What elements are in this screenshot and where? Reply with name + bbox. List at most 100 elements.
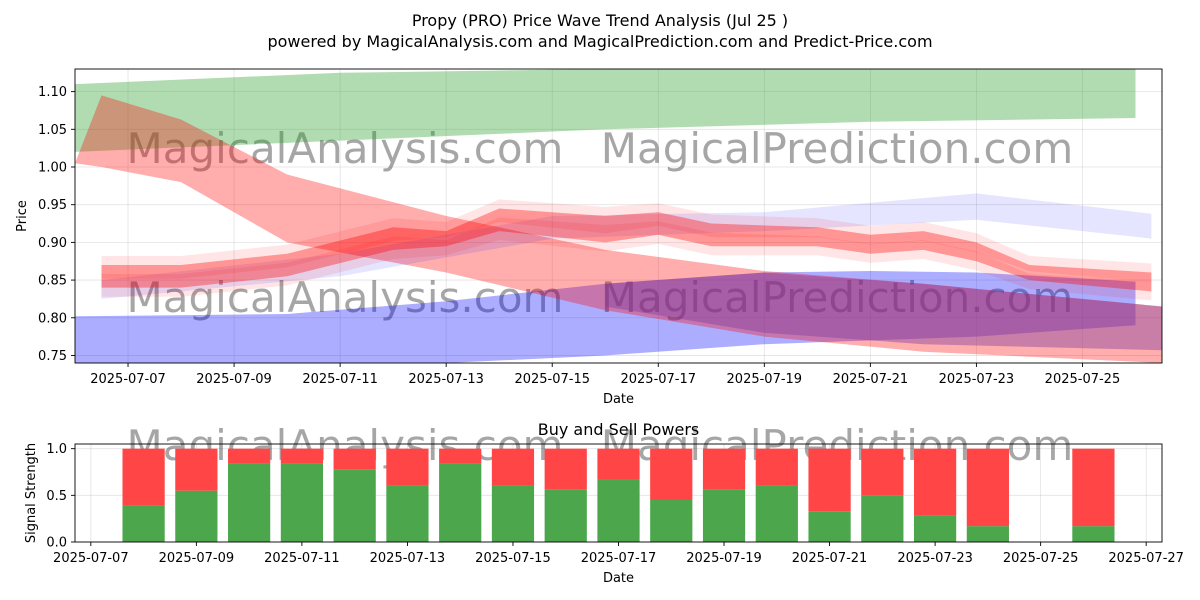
sell-bar	[861, 448, 904, 496]
signal-bar-group	[439, 448, 482, 542]
x-tick-label: 2025-07-25	[1003, 551, 1079, 566]
price-band-4	[101, 193, 1152, 299]
signal-bar-group	[386, 448, 429, 542]
sell-bar	[702, 448, 746, 490]
x-tick-label: 2025-07-09	[159, 551, 235, 566]
sell-bar	[544, 448, 587, 490]
signal-bar-group	[755, 448, 798, 542]
watermark: MagicalAnalysis.com	[127, 273, 564, 322]
sell-bar	[913, 448, 957, 516]
price-axes-frame	[74, 68, 1163, 364]
buy-bar	[544, 489, 587, 542]
chart-title: Propy (PRO) Price Wave Trend Analysis (J…	[412, 11, 788, 30]
y-tick-label: 1.10	[38, 85, 67, 100]
buy-bar	[597, 479, 640, 542]
buy-bar	[439, 463, 482, 542]
buy-bar	[966, 526, 1009, 542]
x-tick-label: 2025-07-17	[581, 551, 657, 566]
buy-bar	[861, 495, 904, 542]
buy-bar	[755, 485, 798, 542]
signal-bar-group	[122, 448, 165, 542]
x-tick-label: 2025-07-21	[833, 372, 909, 387]
sell-bar	[1072, 448, 1115, 527]
y-tick-label: 0.80	[38, 311, 67, 326]
x-tick-label: 2025-07-27	[1108, 551, 1184, 566]
buy-bar	[808, 511, 851, 542]
buy-bar	[122, 505, 165, 542]
sell-bar	[386, 448, 429, 486]
buy-bar	[913, 515, 957, 542]
buy-bar	[386, 485, 429, 542]
price-band-2	[75, 95, 1162, 363]
signal-bar-group	[1072, 448, 1115, 542]
sell-bar	[175, 448, 218, 491]
x-tick-label: 2025-07-23	[939, 372, 1015, 387]
y-tick-label: 1.0	[46, 442, 67, 457]
x-tick-label: 2025-07-09	[196, 372, 272, 387]
sell-bar	[597, 448, 640, 480]
x-tick-label: 2025-07-07	[53, 551, 129, 566]
signal-bar-group	[597, 448, 640, 542]
x-tick-label: 2025-07-19	[686, 551, 762, 566]
signal-bar-group	[808, 448, 851, 542]
watermark: MagicalAnalysis.com	[127, 124, 564, 173]
sell-bar	[280, 448, 324, 464]
price-band-1	[75, 271, 1136, 363]
price-grid	[75, 69, 1162, 363]
sell-bar	[491, 448, 535, 486]
x-tick-label: 2025-07-11	[302, 372, 378, 387]
buy-bar	[650, 500, 693, 542]
price-band-5	[101, 208, 1152, 292]
y-tick-label: 0.90	[38, 236, 67, 251]
signal-bar-group	[280, 448, 324, 542]
y-tick-label: 1.05	[38, 123, 67, 138]
chart-subtitle: powered by MagicalAnalysis.com and Magic…	[267, 32, 932, 51]
y-tick-label: 0.5	[46, 489, 67, 504]
y-tick-label: 0.75	[38, 349, 67, 364]
x-tick-label: 2025-07-07	[90, 372, 166, 387]
y-axis-label: Signal Strength	[24, 443, 39, 543]
x-tick-label: 2025-07-15	[475, 551, 551, 566]
x-tick-label: 2025-07-15	[514, 372, 590, 387]
signal-bar-group	[650, 448, 693, 542]
x-tick-label: 2025-07-25	[1045, 372, 1121, 387]
buy-bar	[280, 463, 324, 542]
sell-bar	[650, 448, 693, 500]
signal-bar-group	[966, 448, 1009, 542]
x-axis-label: Date	[603, 571, 634, 586]
sell-bar	[439, 448, 482, 464]
x-tick-label: 2025-07-13	[370, 551, 446, 566]
x-tick-label: 2025-07-11	[264, 551, 340, 566]
sell-bar	[333, 448, 376, 470]
price-wave-panel: MagicalAnalysis.com MagicalPrediction.com…	[15, 68, 1163, 407]
buy-bar	[175, 490, 218, 542]
x-axis-label: Date	[603, 392, 634, 407]
x-tick-label: 2025-07-23	[897, 551, 973, 566]
price-band-shadow-0	[101, 217, 1152, 301]
y-tick-label: 0.85	[38, 274, 67, 289]
y-axis-label: Price	[15, 200, 30, 232]
buy-bar	[702, 489, 746, 542]
y-tick-label: 1.00	[38, 161, 67, 176]
sell-bar	[122, 448, 165, 506]
x-tick-label: 2025-07-17	[620, 372, 696, 387]
signal-bar-group	[491, 448, 535, 542]
watermark: MagicalPrediction.com	[601, 273, 1074, 322]
buy-bar	[491, 485, 535, 542]
signal-bar-group	[333, 448, 376, 542]
buy-sell-title: Buy and Sell Powers	[538, 420, 700, 439]
signal-bar-group	[913, 448, 957, 542]
sell-bar	[755, 448, 798, 486]
y-tick-label: 0.0	[46, 536, 67, 551]
buy-bar	[1072, 526, 1115, 542]
signal-bar-group	[228, 448, 271, 542]
watermark: MagicalPrediction.com	[601, 124, 1074, 173]
price-band-0	[75, 69, 1136, 152]
y-tick-label: 0.95	[38, 198, 67, 213]
price-band-shadow-1	[101, 199, 1152, 283]
signal-bar-group	[544, 448, 587, 542]
buy-bar	[333, 469, 376, 542]
sell-bar	[228, 448, 271, 464]
buy-bar	[228, 463, 271, 542]
